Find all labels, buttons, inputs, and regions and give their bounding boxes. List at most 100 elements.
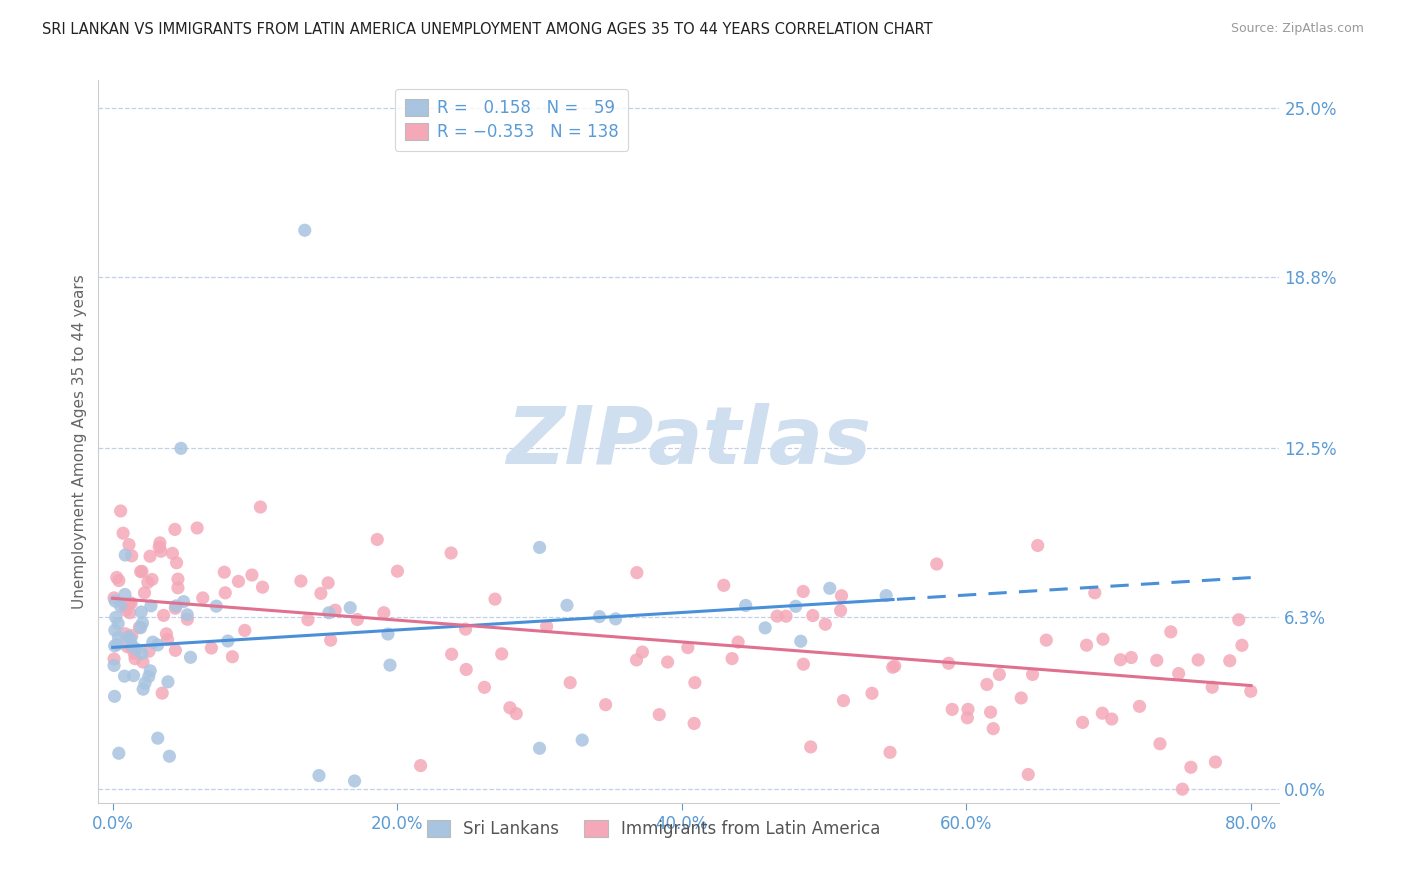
Point	[233, 624, 256, 638]
Point	[149, 536, 172, 550]
Point	[149, 544, 172, 558]
Point	[505, 706, 527, 721]
Point	[129, 605, 152, 619]
Point	[713, 578, 735, 592]
Point	[138, 669, 160, 683]
Point	[484, 592, 506, 607]
Point	[176, 607, 198, 622]
Point	[104, 594, 127, 608]
Point	[657, 655, 679, 669]
Point	[118, 538, 141, 552]
Point	[373, 606, 395, 620]
Point	[105, 637, 128, 651]
Point	[988, 667, 1011, 681]
Point	[104, 639, 127, 653]
Point	[1167, 666, 1189, 681]
Point	[121, 549, 143, 563]
Point	[132, 682, 155, 697]
Point	[117, 640, 139, 654]
Point	[1101, 712, 1123, 726]
Point	[1201, 680, 1223, 694]
Point	[976, 677, 998, 691]
Point	[1149, 737, 1171, 751]
Point	[163, 523, 186, 537]
Point	[683, 675, 706, 690]
Point	[162, 546, 184, 560]
Point	[103, 690, 125, 704]
Point	[121, 640, 143, 655]
Point	[1026, 539, 1049, 553]
Point	[138, 644, 160, 658]
Text: SRI LANKAN VS IMMIGRANTS FROM LATIN AMERICA UNEMPLOYMENT AMONG AGES 35 TO 44 YEA: SRI LANKAN VS IMMIGRANTS FROM LATIN AMER…	[42, 22, 932, 37]
Point	[131, 565, 153, 579]
Point	[499, 700, 522, 714]
Point	[249, 500, 271, 514]
Point	[107, 616, 129, 631]
Point	[882, 660, 904, 674]
Point	[139, 599, 162, 613]
Point	[308, 768, 330, 782]
Point	[165, 601, 187, 615]
Point	[941, 702, 963, 716]
Point	[626, 653, 648, 667]
Point	[128, 620, 150, 634]
Point	[167, 572, 190, 586]
Point	[1091, 706, 1114, 721]
Point	[120, 632, 142, 647]
Point	[925, 557, 948, 571]
Point	[1071, 715, 1094, 730]
Point	[343, 774, 366, 789]
Point	[166, 556, 188, 570]
Point	[775, 609, 797, 624]
Point	[114, 627, 136, 641]
Point	[114, 669, 136, 683]
Point	[1146, 653, 1168, 667]
Point	[129, 621, 152, 635]
Point	[980, 705, 1002, 719]
Point	[165, 599, 187, 613]
Point	[491, 647, 513, 661]
Point	[107, 631, 129, 645]
Point	[155, 627, 177, 641]
Point	[141, 573, 163, 587]
Point	[1160, 624, 1182, 639]
Point	[605, 612, 627, 626]
Point	[103, 591, 125, 605]
Point	[981, 722, 1004, 736]
Point	[456, 662, 478, 676]
Point	[792, 584, 814, 599]
Point	[766, 609, 789, 624]
Point	[173, 594, 195, 608]
Point	[114, 548, 136, 562]
Point	[319, 633, 342, 648]
Point	[228, 574, 250, 589]
Legend: Sri Lankans, Immigrants from Latin America: Sri Lankans, Immigrants from Latin Ameri…	[420, 814, 887, 845]
Point	[831, 589, 853, 603]
Point	[148, 540, 170, 554]
Point	[1010, 690, 1032, 705]
Point	[186, 521, 208, 535]
Point	[830, 603, 852, 617]
Point	[814, 617, 837, 632]
Point	[114, 599, 136, 613]
Point	[792, 657, 814, 672]
Point	[217, 634, 239, 648]
Point	[214, 586, 236, 600]
Point	[167, 581, 190, 595]
Point	[146, 731, 169, 746]
Point	[309, 586, 332, 600]
Point	[785, 599, 807, 614]
Point	[131, 647, 153, 661]
Point	[529, 741, 551, 756]
Point	[112, 526, 135, 541]
Point	[626, 566, 648, 580]
Point	[474, 681, 496, 695]
Y-axis label: Unemployment Among Ages 35 to 44 years: Unemployment Among Ages 35 to 44 years	[72, 274, 87, 609]
Point	[860, 686, 883, 700]
Point	[104, 610, 127, 624]
Point	[727, 635, 749, 649]
Point	[105, 570, 128, 584]
Point	[297, 613, 319, 627]
Point	[818, 582, 841, 596]
Point	[214, 565, 236, 579]
